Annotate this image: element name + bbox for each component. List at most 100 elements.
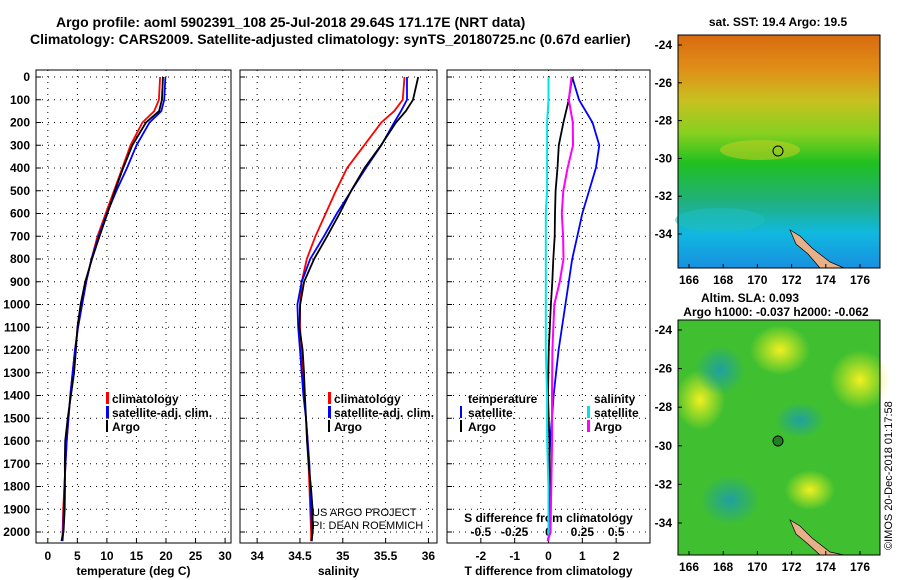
series-line-salinity-satellite [544,77,550,542]
series-line-satellite-adj-clim- [296,77,408,542]
depth-tick-label: 200 [10,116,30,130]
depth-tick-label: 100 [10,93,30,107]
depth-tick-label: 0 [23,70,30,84]
argo-location-marker [772,145,784,157]
depth-tick-label: 1600 [3,434,30,448]
sst-patch [720,140,800,160]
latitude-tick-label: -34 [655,516,673,530]
sla-high [830,350,890,410]
depth-tick-label: 500 [10,184,30,198]
longitude-tick-label: 170 [747,560,767,574]
legend-swatch-s-satellite [587,406,590,418]
project-credit: US ARGO PROJECT [312,507,417,519]
latitude-tick-label: -30 [655,439,673,453]
latitude-tick-label: -28 [655,114,673,128]
x-tick-label: 20 [159,549,173,563]
depth-tick-label: 1300 [3,366,30,380]
depth-tick-label: 2000 [3,525,30,539]
legend-label-s-argo: Argo [594,420,622,434]
map-axes: 166 168 170 172 174 176 -24 -26 -28 -30 -32 -34 166 1… [655,38,871,574]
longitude-tick-label: 168 [713,273,733,287]
sla-map-frame [677,319,881,556]
legend-label-argo: Argo [112,420,140,434]
depth-tick-label: 1800 [3,480,30,494]
x-tick-label: -2 [475,549,486,563]
longitude-tick-label: 176 [850,273,870,287]
sla-map [675,319,890,556]
plot-frame [446,69,651,544]
x-tick-label: 25 [189,549,203,563]
s-diff-tick-label: 0.5 [608,525,625,539]
latitude-tick-label: -26 [655,76,673,90]
legend-label-t-argo: Argo [468,420,496,434]
legend-header-salinity: salinity [594,392,636,406]
legend-label-argo: Argo [334,420,362,434]
copyright-label: ©IMOS 20-Dec-2018 01:17:58 [883,401,895,550]
x-tick-label: 0 [44,549,51,563]
longitude-tick-label: 172 [782,273,802,287]
latitude-tick-label: -32 [655,477,673,491]
series-line-satellite-adj-clim- [61,76,167,542]
salinity-legend: climatology satellite-adj. clim. Argo [328,392,434,434]
x-axis-label: temperature (deg C) [76,564,190,578]
series-line-climatology [299,76,406,542]
x-tick-label: 15 [130,549,144,563]
longitude-tick-label: 166 [679,273,699,287]
legend-label-s-satellite: satellite [594,406,639,420]
sst-map [675,34,881,269]
legend-label-satellite: satellite-adj. clim. [334,406,434,420]
x-tick-label: -1 [509,549,520,563]
sla-low [700,475,760,525]
depth-tick-label: 1200 [3,343,30,357]
legend-swatch-argo [328,420,330,432]
sst-map-title: sat. SST: 19.4 Argo: 19.5 [709,15,848,29]
series-line-argo [298,76,420,542]
sst-patch [675,208,765,232]
pi-credit: PI: DEAN ROEMMICH [312,520,423,532]
x-axis-label: T difference from climatology [464,564,632,578]
plot-frame [239,69,438,544]
longitude-tick-label: 172 [782,560,802,574]
depth-tick-label: 600 [10,207,30,221]
depth-tick-label: 1900 [3,502,30,516]
difference-panel: -2 -1 0 1 2-0.5 -0.25 0 0.25 0.5S difference fro… [446,69,651,578]
legend-swatch-satellite [328,406,331,418]
series-line-climatology [61,76,161,542]
depth-tick-label: 300 [10,138,30,152]
series-line-temperature-satellite [547,76,601,542]
longitude-tick-label: 174 [816,273,836,287]
title-line-2: Climatology: CARS2009. Satellite-adjuste… [30,31,631,47]
depth-tick-label: 1700 [3,457,30,471]
depth-tick-label: 900 [10,275,30,289]
difference-legend: temperature satellite Argo salinity sate… [460,392,639,434]
longitude-tick-label: 174 [816,560,836,574]
legend-swatch-satellite [106,406,109,418]
series-line-salinity-argo [546,76,575,542]
x-tick-label: 0 [545,549,552,563]
s-diff-tick-label: -0.5 [470,525,491,539]
sla-map-subtitle: Argo h1000: -0.037 h2000: -0.062 [683,305,869,319]
depth-tick-label: 1100 [4,320,30,334]
sst-map-frame [677,34,881,269]
latitude-tick-label: -24 [655,38,673,52]
x-axis-label: salinity [318,564,360,578]
legend-label-satellite: satellite-adj. clim. [112,406,212,420]
legend-label-t-satellite: satellite [468,406,513,420]
depth-tick-label: 1400 [3,389,30,403]
sla-low [695,345,745,395]
depth-tick-label: 400 [10,161,30,175]
x-tick-label: 2 [613,549,620,563]
legend-swatch-climatology [328,392,331,404]
depth-tick-label: 1500 [3,411,30,425]
latitude-tick-label: -34 [655,227,673,241]
legend-swatch-t-argo [460,420,462,432]
legend-header-temperature: temperature [468,392,538,406]
x-tick-label: 10 [100,549,114,563]
sla-high [750,325,810,375]
title-line-1: Argo profile: aoml 5902391_108 25-Jul-20… [56,14,525,30]
legend-label-climatology: climatology [112,392,179,406]
x-tick-label: 30 [218,549,232,563]
plot-frame [35,69,232,544]
depth-tick-label: 800 [10,252,30,266]
